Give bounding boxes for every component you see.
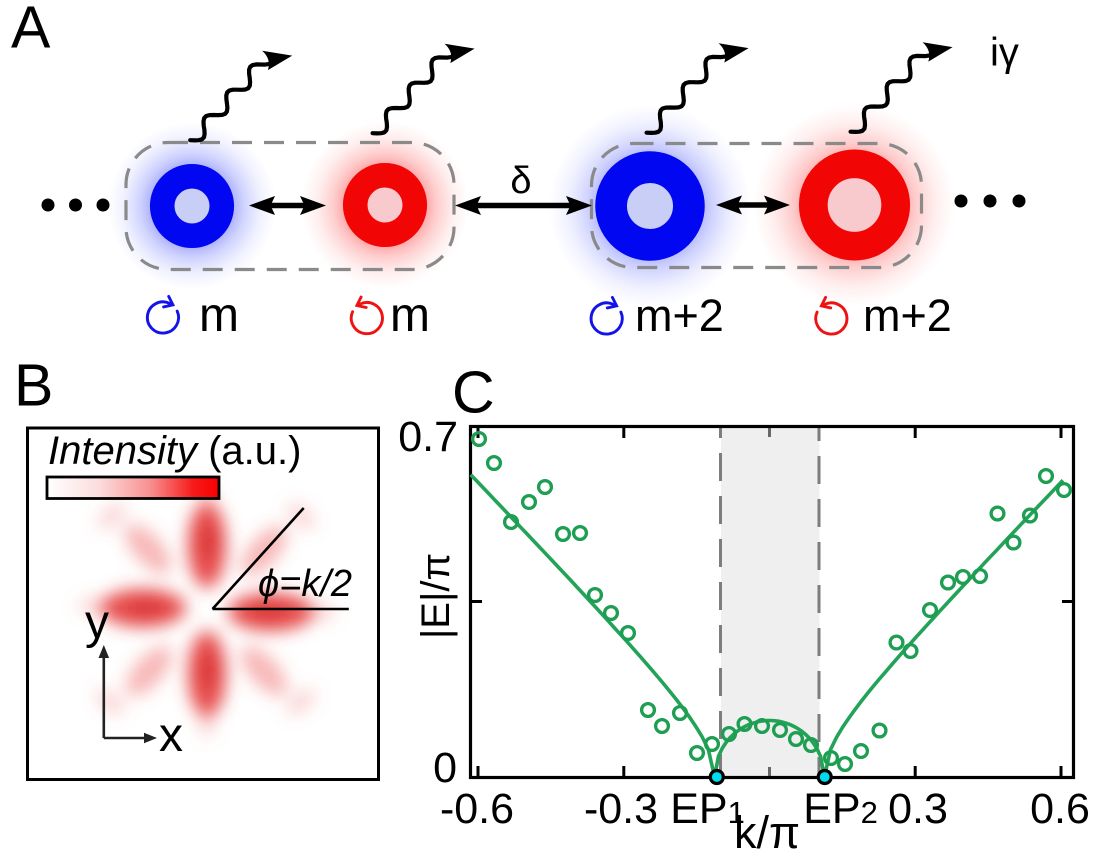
svg-text:Intensity (a.u.): Intensity (a.u.) — [48, 429, 301, 473]
svg-text:0.6: 0.6 — [1030, 785, 1090, 833]
svg-text:y: y — [85, 596, 109, 649]
svg-text:m+2: m+2 — [863, 290, 952, 341]
svg-text:ϕ=k/2: ϕ=k/2 — [258, 563, 352, 605]
svg-text:0.3: 0.3 — [888, 785, 948, 833]
svg-text:|E|/π: |E|/π — [414, 553, 458, 639]
svg-text:δ: δ — [510, 160, 531, 202]
svg-text:x: x — [159, 709, 183, 762]
svg-text:B: B — [14, 353, 53, 419]
svg-text:C: C — [452, 360, 495, 426]
svg-text:-0.3: -0.3 — [584, 785, 658, 833]
svg-text:iγ: iγ — [990, 31, 1019, 75]
svg-text:EP2: EP2 — [803, 785, 878, 833]
svg-text:k/π: k/π — [734, 807, 800, 858]
svg-text:m: m — [199, 289, 239, 342]
svg-text:m+2: m+2 — [635, 290, 724, 341]
svg-text:m: m — [390, 289, 430, 342]
svg-text:A: A — [11, 0, 51, 61]
svg-text:0: 0 — [433, 744, 457, 792]
svg-text:-0.6: -0.6 — [440, 785, 514, 833]
svg-text:0.7: 0.7 — [398, 413, 458, 461]
